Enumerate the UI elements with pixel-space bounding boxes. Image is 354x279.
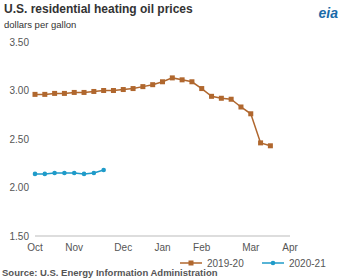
data-point [229,97,234,102]
legend-marker [271,261,276,266]
title: U.S. residential heating oil prices [4,2,193,16]
data-point [101,88,106,93]
tick-mark [32,139,35,140]
legend-marker [189,261,194,266]
data-point [248,111,253,116]
data-point [180,77,185,82]
plot-area [33,75,273,176]
chart: U.S. residential heating oil prices dolla… [0,0,354,279]
data-point [268,143,273,148]
y-tick-label: 3.50 [10,37,30,48]
series-line [35,78,270,146]
subtitle: dollars per gallon [4,19,76,30]
x-tick-label: Oct [27,242,43,253]
data-point [91,89,96,94]
y-tick-label: 3.00 [10,85,30,96]
data-point [209,94,214,99]
x-tick-label: Jan [154,242,170,253]
x-tick-label: Apr [282,242,298,253]
data-point [42,92,47,97]
data-point [258,140,263,145]
y-tick-label: 2.50 [10,134,30,145]
data-point [33,92,38,97]
data-point [140,84,145,89]
data-point [111,88,116,93]
x-axis-line [35,236,290,237]
data-point [82,90,87,95]
data-point [101,168,106,173]
data-point [199,86,204,91]
x-tick-label: Mar [242,242,260,253]
x-tick-label: Feb [193,242,211,253]
data-point [150,82,155,87]
data-point [121,87,126,92]
data-point [170,75,175,80]
data-point [82,172,87,177]
data-point [52,91,57,96]
tick-mark [32,187,35,188]
data-point [62,91,67,96]
data-point [52,171,57,176]
data-point [131,86,136,91]
source: Source: U.S. Energy Information Administ… [2,267,218,278]
y-tick-label: 2.00 [10,182,30,193]
legend-label: 2020-21 [289,258,326,269]
data-point [219,96,224,101]
y-tick-label: 1.50 [10,231,30,242]
data-point [33,172,38,177]
data-point [72,171,77,176]
data-point [62,171,67,176]
x-tick-label: Nov [65,242,83,253]
data-point [238,104,243,109]
data-point [92,171,97,176]
data-point [72,90,77,95]
data-point [160,79,165,84]
tick-mark [32,236,35,237]
x-tick-label: Dec [114,242,132,253]
data-point [189,79,194,84]
logo: eia [319,5,339,21]
data-point [43,172,48,177]
tick-mark [32,42,35,43]
tick-mark [32,90,35,91]
